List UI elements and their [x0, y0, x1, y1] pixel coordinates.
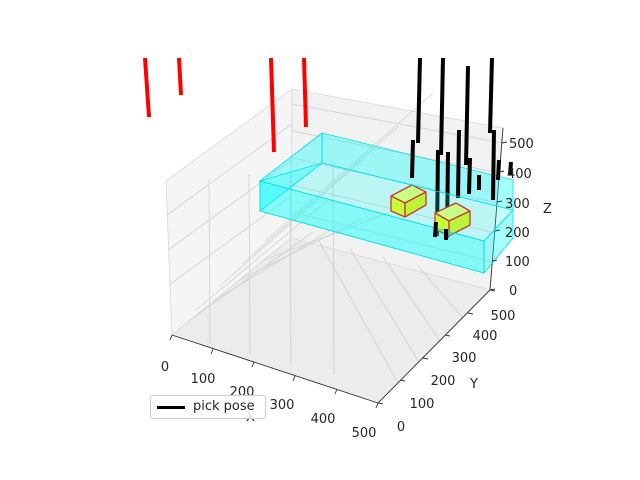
other-pose-lines	[143, 57, 308, 153]
x-tick-label: 400	[311, 412, 336, 427]
pick-pose-line	[433, 221, 438, 238]
y-tick-label: 0	[397, 420, 405, 435]
legend-label-pick-pose: pick pose	[193, 399, 255, 414]
x-tick-label: 100	[191, 372, 216, 387]
y-tick-label: 400	[473, 329, 498, 344]
z-tick-label: 400	[507, 167, 532, 182]
x-axis-line	[171, 334, 379, 404]
pick-pose-line	[508, 161, 513, 176]
y-axis-line	[377, 289, 491, 404]
red-pose-line	[302, 57, 308, 128]
pick-pose-line	[491, 129, 496, 201]
pick-pose-line	[439, 57, 445, 156]
x-tick-label: 500	[352, 426, 377, 441]
red-pose-line	[269, 57, 276, 153]
pick-pose-line	[410, 139, 415, 179]
y-tick-label: 100	[410, 397, 435, 412]
pick-pose-line	[416, 57, 422, 144]
pick-pose-line	[496, 159, 501, 181]
pick-pose-line	[456, 129, 461, 199]
z-tick-label: 300	[505, 197, 530, 212]
red-pose-line	[177, 57, 183, 96]
z-tick-label: 500	[509, 137, 534, 152]
z-tick-label: 200	[505, 226, 530, 241]
legend: pick pose	[150, 395, 266, 419]
pick-pose-line	[488, 57, 494, 134]
legend-line-swatch	[157, 406, 185, 409]
pick-pose-line	[464, 65, 470, 166]
red-pose-line	[143, 57, 151, 118]
z-tick-label: 100	[505, 255, 530, 270]
tick-marks	[169, 141, 508, 409]
y-tick-label: 500	[491, 309, 516, 324]
object-cube	[390, 184, 427, 218]
container-top-face	[258, 162, 514, 242]
y-tick-label: 300	[452, 351, 477, 366]
z-tick-labels: 0 100 200 300 400 500	[505, 137, 534, 299]
y-tick-labels: 0 100 200 300 400 500	[397, 309, 516, 435]
z-tick-label: 0	[509, 284, 517, 299]
x-tick-label: 300	[270, 398, 295, 413]
z-axis-label: Z	[543, 202, 552, 217]
y-axis-label: Y	[469, 377, 478, 392]
y-tick-label: 200	[431, 374, 456, 389]
pick-pose-line	[467, 157, 472, 195]
x-tick-label: 0	[161, 360, 169, 375]
